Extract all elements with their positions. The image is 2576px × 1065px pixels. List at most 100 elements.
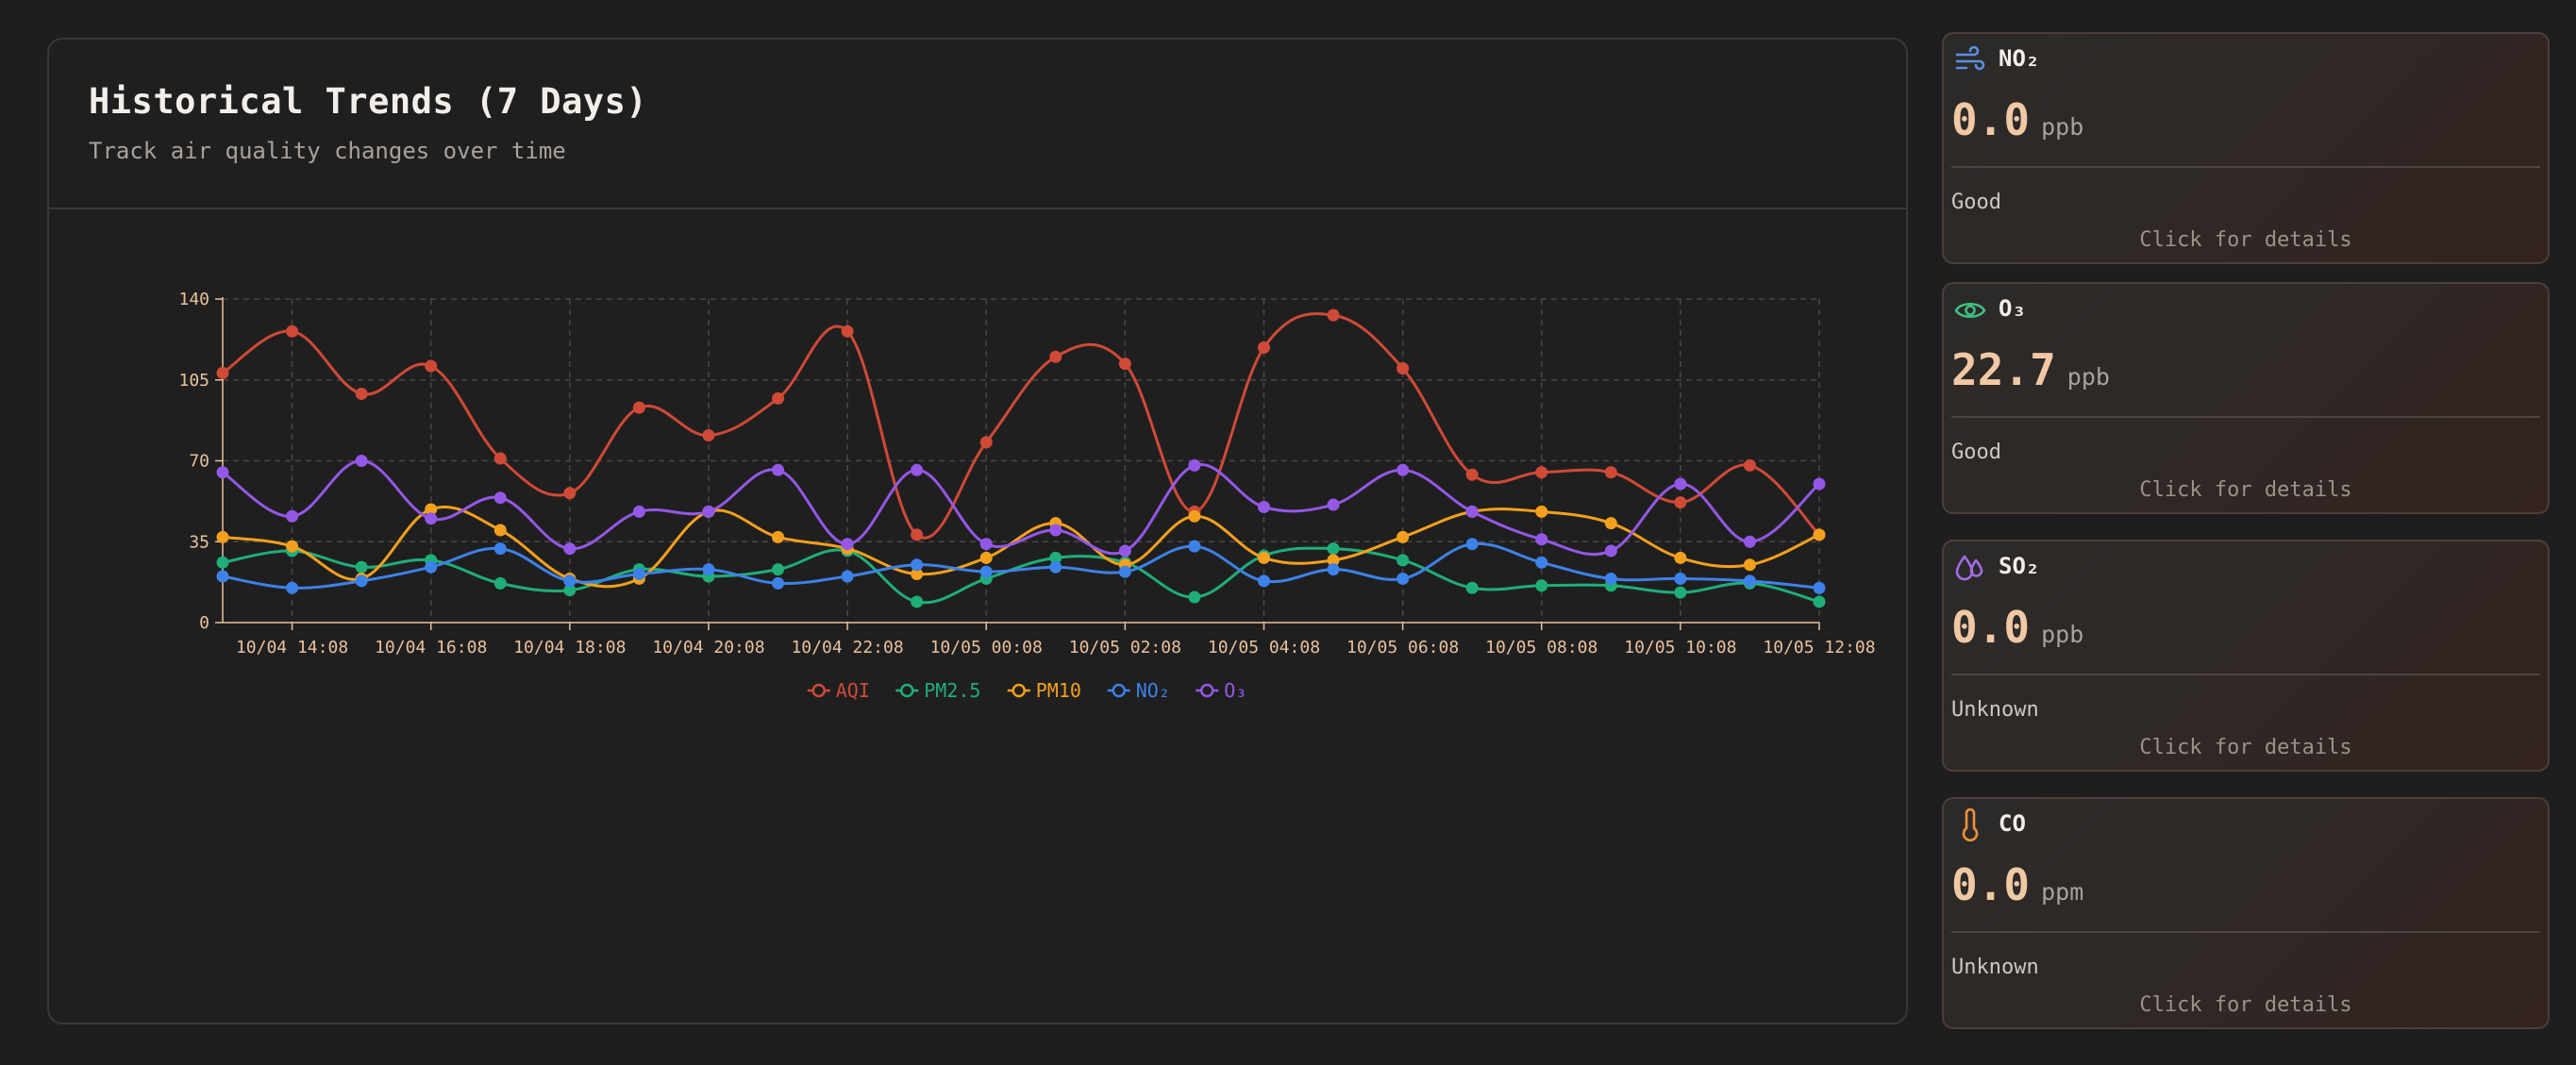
data-point-no bbox=[841, 570, 854, 583]
metric-status: Unknown bbox=[1951, 956, 2039, 979]
data-point-aqi bbox=[1049, 350, 1062, 363]
legend-item-no[interactable]: NO₂ bbox=[1107, 679, 1170, 702]
metric-divider bbox=[1951, 166, 2540, 168]
data-point-o bbox=[1535, 533, 1548, 546]
data-point-o bbox=[1118, 544, 1131, 557]
details-link[interactable]: Click for details bbox=[2139, 478, 2352, 502]
metric-name: SO₂ bbox=[1999, 553, 2040, 579]
legend-item-pm25[interactable]: PM2.5 bbox=[895, 679, 980, 702]
data-point-no bbox=[1397, 572, 1410, 585]
data-point-aqi bbox=[911, 528, 924, 541]
metric-status: Unknown bbox=[1951, 698, 2039, 722]
data-point-o bbox=[493, 491, 507, 505]
metric-unit: ppb bbox=[2041, 621, 2084, 648]
data-point-o bbox=[911, 463, 924, 476]
metric-divider bbox=[1951, 674, 2540, 675]
data-point-o bbox=[1813, 477, 1826, 491]
details-link[interactable]: Click for details bbox=[2139, 228, 2352, 252]
data-point-aqi bbox=[1397, 362, 1410, 374]
data-point-o bbox=[772, 463, 785, 476]
metric-divider bbox=[1951, 416, 2540, 418]
data-point-aqi bbox=[1743, 458, 1756, 472]
data-point-no bbox=[1674, 572, 1687, 585]
metric-unit: ppb bbox=[2066, 363, 2110, 391]
metric-status: Good bbox=[1951, 191, 2001, 214]
data-point-pm25 bbox=[1535, 579, 1548, 592]
data-point-no bbox=[632, 568, 645, 581]
legend-label: PM10 bbox=[1036, 679, 1081, 702]
data-point-o bbox=[1397, 463, 1410, 476]
data-point-no bbox=[1604, 572, 1617, 585]
data-point-aqi bbox=[1118, 358, 1131, 371]
data-point-pm25 bbox=[216, 556, 229, 569]
metric-unit: ppm bbox=[2041, 878, 2084, 906]
details-link[interactable]: Click for details bbox=[2139, 993, 2352, 1017]
legend-marker bbox=[1112, 683, 1126, 698]
data-point-no bbox=[286, 581, 299, 594]
data-point-pm25 bbox=[1049, 551, 1062, 564]
series-line-pm10 bbox=[222, 505, 1820, 589]
chart-subtitle: Track air quality changes over time bbox=[89, 138, 566, 164]
data-point-aqi bbox=[979, 436, 993, 449]
data-point-pm10 bbox=[1188, 509, 1201, 523]
droplets-icon bbox=[1955, 555, 1983, 581]
data-point-o bbox=[1049, 524, 1062, 537]
metric-card-so2[interactable]: SO₂ 0.0 ppb Unknown Click for details bbox=[1942, 540, 2550, 772]
metric-name: NO₂ bbox=[1999, 45, 2040, 72]
data-point-no bbox=[563, 574, 577, 588]
eye-icon bbox=[1954, 302, 1986, 319]
data-point-pm25 bbox=[772, 563, 785, 576]
data-point-pm10 bbox=[1257, 551, 1270, 564]
metric-name: O₃ bbox=[1999, 295, 2026, 322]
data-point-pm10 bbox=[1397, 530, 1410, 543]
metric-card-co[interactable]: CO 0.0 ppm Unknown Click for details bbox=[1942, 797, 2550, 1029]
data-point-no bbox=[1049, 560, 1062, 574]
data-point-pm10 bbox=[1813, 528, 1826, 541]
data-point-pm10 bbox=[911, 568, 924, 581]
metric-card-o3[interactable]: O₃ 22.7 ppb Good Click for details bbox=[1942, 282, 2550, 514]
data-point-o bbox=[286, 509, 299, 523]
x-tick-label: 10/05 06:08 bbox=[1347, 638, 1459, 657]
details-link[interactable]: Click for details bbox=[2139, 736, 2352, 759]
data-point-no bbox=[1535, 556, 1548, 569]
data-point-o bbox=[702, 505, 715, 518]
data-point-aqi bbox=[1327, 308, 1340, 322]
metric-value: 0.0 bbox=[1951, 859, 2031, 910]
x-tick-label: 10/04 16:08 bbox=[375, 638, 487, 657]
data-point-aqi bbox=[1674, 496, 1687, 509]
legend-label: NO₂ bbox=[1136, 679, 1170, 702]
metric-value-row: 0.0 ppm bbox=[1951, 859, 2083, 910]
legend-label: PM2.5 bbox=[924, 679, 980, 702]
legend-marker bbox=[900, 683, 914, 698]
series-line-o bbox=[222, 458, 1820, 557]
trends-line-chart[interactable]: 0 35 70 105 140 10/04 14:08 10/04 16:08 10/04 1… bbox=[49, 209, 1906, 738]
legend-item-aqi[interactable]: AQI bbox=[807, 679, 870, 702]
y-tick-label: 70 bbox=[189, 452, 209, 472]
x-tick-label: 10/04 20:08 bbox=[652, 638, 764, 657]
x-tick-label: 10/05 04:08 bbox=[1208, 638, 1320, 657]
data-point-aqi bbox=[493, 452, 507, 465]
data-point-aqi bbox=[1465, 468, 1479, 481]
data-point-pm25 bbox=[1813, 595, 1826, 608]
data-point-pm25 bbox=[563, 584, 577, 597]
metric-card-no2[interactable]: NO₂ 0.0 ppb Good Click for details bbox=[1942, 32, 2550, 264]
metric-value-row: 22.7 ppb bbox=[1951, 344, 2110, 395]
legend-marker bbox=[1200, 683, 1214, 698]
data-point-pm10 bbox=[1743, 558, 1756, 572]
data-point-pm25 bbox=[911, 595, 924, 608]
data-point-o bbox=[216, 466, 229, 479]
data-point-pm25 bbox=[1674, 586, 1687, 599]
legend-marker bbox=[811, 683, 826, 698]
data-point-o bbox=[563, 542, 577, 556]
series-line-aqi bbox=[222, 312, 1821, 540]
data-point-o bbox=[1257, 501, 1270, 513]
data-point-aqi bbox=[425, 359, 438, 373]
metric-name: CO bbox=[1999, 810, 2026, 837]
y-tick-label: 35 bbox=[189, 532, 209, 552]
data-point-no bbox=[772, 576, 785, 590]
legend-item-o[interactable]: O₃ bbox=[1196, 679, 1246, 702]
data-point-no bbox=[1465, 538, 1479, 551]
legend-item-pm10[interactable]: PM10 bbox=[1007, 679, 1081, 702]
data-point-pm10 bbox=[1674, 551, 1687, 564]
data-point-o bbox=[355, 455, 368, 467]
